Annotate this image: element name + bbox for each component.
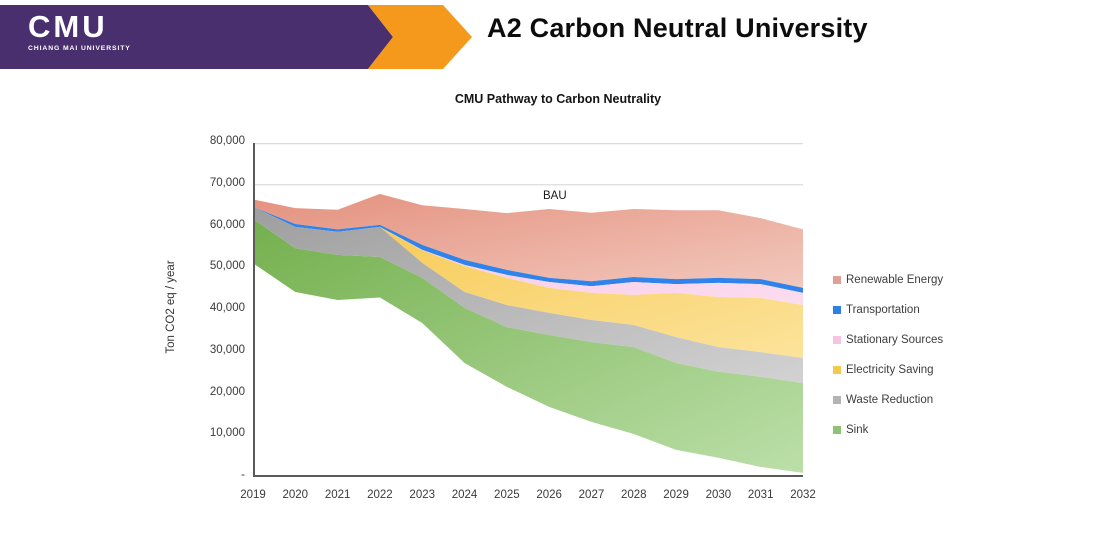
y-tick-label: 80,000 [209, 135, 245, 147]
plot-svg [253, 143, 803, 477]
x-tick-label: 2028 [620, 489, 647, 501]
x-tick-label: 2026 [536, 489, 562, 501]
y-tick-label: - [241, 469, 245, 481]
x-tick-label: 2029 [663, 489, 689, 501]
y-tick-label: 70,000 [209, 176, 245, 189]
legend-swatch [833, 396, 841, 404]
band-renewable-energy [253, 193, 803, 288]
legend-label: Waste Reduction [846, 394, 934, 406]
x-tick-label: 2032 [790, 489, 816, 501]
banner-orange-arrow [368, 5, 472, 69]
legend-item-waste-reduction: Waste Reduction [833, 385, 943, 415]
x-tick-label: 2025 [494, 489, 520, 501]
banner-purple-shape [0, 5, 393, 69]
y-tick-label: 10,000 [209, 427, 245, 440]
cmu-logo: CMU CHIANG MAI UNIVERSITY [28, 11, 131, 52]
cmu-logo-text: CMU [28, 9, 108, 44]
x-tick-label: 2022 [367, 489, 393, 501]
y-tick-label: 60,000 [209, 218, 245, 231]
legend-item-transportation: Transportation [833, 295, 943, 325]
x-tick-label: 2030 [705, 489, 732, 501]
banner-chevron [0, 5, 472, 69]
x-tick-label: 2024 [451, 489, 478, 501]
x-tick-label: 2019 [240, 489, 266, 501]
band-transportation [253, 206, 803, 293]
chart-title: CMU Pathway to Carbon Neutrality [454, 92, 662, 106]
y-tick-label: 20,000 [209, 385, 245, 398]
legend-label: Renewable Energy [846, 274, 944, 286]
legend-item-electricity-saving: Electricity Saving [833, 355, 943, 385]
legend-label: Sink [846, 424, 869, 436]
legend-swatch [833, 366, 841, 374]
band-waste-reduction [253, 206, 803, 384]
legend-item-stationary-sources: Stationary Sources [833, 325, 943, 355]
y-tick-label: 40,000 [209, 302, 245, 314]
x-tick-label: 2023 [409, 489, 436, 501]
x-tick-label: 2021 [324, 489, 351, 501]
legend-label: Stationary Sources [846, 334, 944, 346]
legend-label: Transportation [846, 304, 920, 316]
band-electricity-saving [253, 206, 803, 359]
legend-swatch [833, 426, 841, 434]
band-sink [253, 218, 803, 473]
cmu-logo-subtext: CHIANG MAI UNIVERSITY [28, 45, 131, 52]
x-tick-label: 2027 [578, 489, 605, 501]
band-stationary-sources [253, 206, 803, 305]
page-title: A2 Carbon Neutral University [487, 13, 868, 43]
y-tick-label: 50,000 [209, 260, 245, 273]
y-tick-label: 30,000 [209, 343, 245, 356]
chart-legend: Renewable Energy Transportation Stationary… [833, 265, 943, 445]
bau-annotation: BAU [543, 190, 567, 202]
legend-label: Electricity Saving [846, 364, 934, 376]
legend-swatch [833, 306, 841, 314]
legend-swatch [833, 276, 841, 284]
legend-item-renewable-energy: Renewable Energy [833, 265, 943, 295]
x-tick-label: 2031 [747, 489, 774, 501]
legend-swatch [833, 336, 841, 344]
legend-item-sink: Sink [833, 415, 943, 445]
x-tick-label: 2020 [282, 489, 309, 501]
